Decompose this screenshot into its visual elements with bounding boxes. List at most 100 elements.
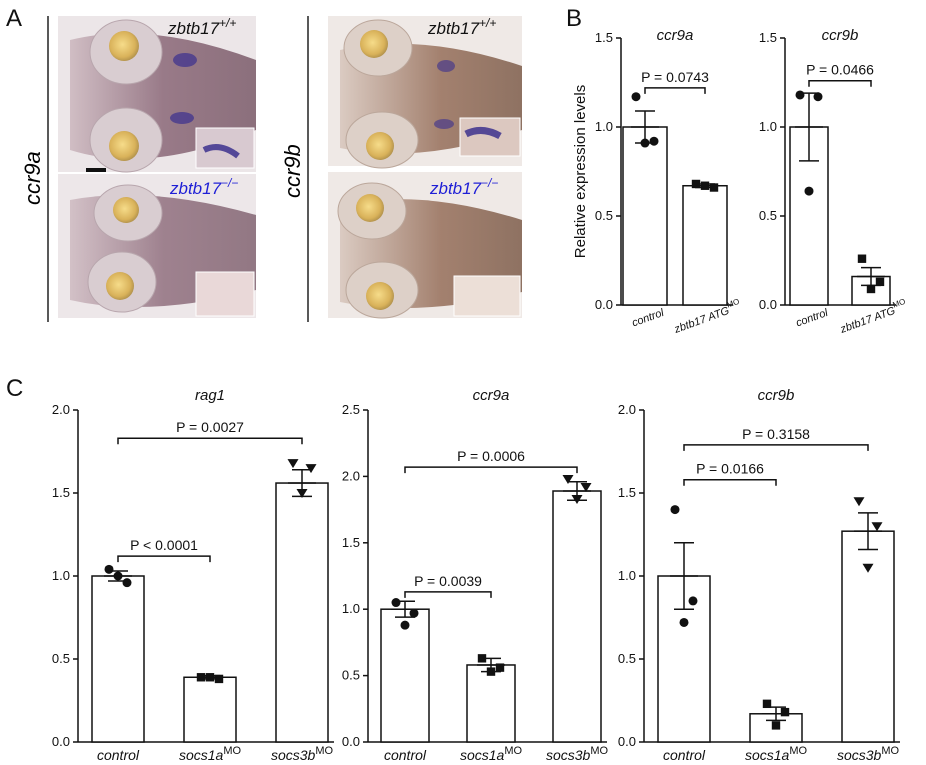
panel-letter-c: C bbox=[6, 375, 23, 402]
bar bbox=[275, 482, 329, 743]
significance-bracket bbox=[404, 466, 578, 474]
data-point bbox=[688, 596, 698, 606]
data-point bbox=[670, 505, 680, 515]
significance-bracket bbox=[117, 555, 211, 563]
significance-bracket bbox=[808, 79, 872, 87]
chart-title: ccr9a bbox=[473, 387, 510, 404]
wt-genotype-ccr9a: zbtb17+/+ bbox=[167, 16, 236, 38]
y-tick-label: 2.0 bbox=[342, 468, 360, 483]
y-tick-label: 2.5 bbox=[342, 402, 360, 417]
y-tick-label: 0.0 bbox=[759, 297, 777, 312]
data-point bbox=[771, 721, 781, 730]
panel-letter-b: B bbox=[566, 5, 582, 32]
category-label: control bbox=[663, 747, 706, 763]
category-label: socs3bMO bbox=[271, 745, 334, 763]
y-tick-label: 0.0 bbox=[52, 734, 70, 749]
bar bbox=[183, 676, 237, 743]
data-point bbox=[813, 92, 823, 102]
chart-title: ccr9b bbox=[822, 27, 859, 44]
y-tick-label: 0.0 bbox=[342, 734, 360, 749]
panel-a-ccr9b-label: ccr9b bbox=[280, 144, 305, 198]
panel-letter-a: A bbox=[6, 5, 22, 32]
ko-genotype-ccr9b: zbtb17−/− bbox=[429, 176, 498, 198]
y-tick-label: 0.5 bbox=[342, 668, 360, 683]
data-point bbox=[780, 707, 790, 717]
data-point bbox=[709, 183, 719, 192]
data-point bbox=[795, 90, 805, 100]
data-point bbox=[580, 483, 592, 493]
chart-title: rag1 bbox=[195, 387, 225, 404]
p-value-label: P = 0.0166 bbox=[696, 461, 764, 477]
significance-bracket bbox=[404, 591, 492, 598]
chart-c-ccr9a: ccr9a 0.0 0.5 1.0 1.5 2.0 2.5 control socs1aMO so… bbox=[342, 387, 609, 763]
y-tick-label: 1.0 bbox=[759, 119, 777, 134]
y-tick-label: 0.5 bbox=[759, 208, 777, 223]
y-tick-label: 2.0 bbox=[618, 402, 636, 417]
wt-genotype-ccr9b: zbtb17+/+ bbox=[427, 16, 496, 38]
data-point bbox=[113, 571, 123, 581]
data-point bbox=[857, 254, 867, 263]
data-point bbox=[762, 699, 772, 709]
data-point bbox=[853, 497, 865, 507]
chart-title: ccr9a bbox=[657, 27, 694, 44]
data-point bbox=[104, 564, 114, 574]
y-tick-label: 1.0 bbox=[342, 601, 360, 616]
data-point bbox=[862, 563, 874, 573]
micrograph-ccr9a-wt: zbtb17+/+ bbox=[58, 16, 256, 173]
bar bbox=[622, 126, 668, 306]
bar bbox=[91, 575, 145, 743]
data-point bbox=[649, 136, 659, 146]
y-tick-label: 0.5 bbox=[595, 208, 613, 223]
y-tick-label: 1.5 bbox=[595, 30, 613, 45]
p-value-label: P < 0.0001 bbox=[130, 537, 198, 553]
p-value-label: P = 0.0006 bbox=[457, 448, 525, 464]
p-value-label: P = 0.0039 bbox=[414, 573, 482, 589]
significance-bracket bbox=[683, 444, 869, 451]
data-point bbox=[305, 464, 317, 474]
chart-b-ccr9a: ccr9a 0.0 0.5 1.0 1.5 Relative expression lev… bbox=[572, 27, 741, 336]
chart-c-ccr9b: ccr9b 0.0 0.5 1.0 1.5 2.0 control socs1aMO socs3… bbox=[618, 387, 900, 763]
data-point bbox=[214, 674, 224, 684]
ko-genotype-ccr9a: zbtb17−/− bbox=[169, 176, 238, 198]
bar bbox=[380, 608, 430, 743]
data-point bbox=[391, 598, 401, 608]
data-point bbox=[691, 179, 701, 189]
data-point bbox=[477, 654, 487, 663]
data-point bbox=[640, 138, 650, 148]
micrograph-ccr9b-wt: zbtb17+/+ bbox=[328, 16, 522, 169]
data-point bbox=[296, 489, 308, 498]
category-label: socs1aMO bbox=[745, 745, 808, 763]
data-point bbox=[196, 673, 206, 682]
y-tick-label: 0.0 bbox=[618, 734, 636, 749]
y-tick-label: 1.0 bbox=[618, 568, 636, 583]
category-label: socs3bMO bbox=[837, 745, 900, 763]
chart-title: ccr9b bbox=[758, 387, 795, 404]
p-value-label: P = 0.0027 bbox=[176, 419, 244, 435]
data-point bbox=[571, 494, 583, 504]
data-point bbox=[287, 459, 299, 469]
data-point bbox=[631, 92, 641, 102]
category-label: control bbox=[630, 307, 666, 330]
data-point bbox=[866, 284, 876, 294]
micrograph-ccr9b-ko: zbtb17−/− bbox=[328, 172, 522, 319]
data-point bbox=[562, 475, 574, 485]
bar bbox=[552, 490, 602, 743]
y-tick-label: 0.5 bbox=[618, 651, 636, 666]
y-tick-label: 1.0 bbox=[52, 568, 70, 583]
y-tick-label: 0.0 bbox=[595, 297, 613, 312]
panel-a-micrographs: ccr9a ccr9b zbtb17+/+ zbtb17−/− bbox=[20, 16, 522, 322]
data-point bbox=[871, 522, 883, 532]
bar bbox=[682, 184, 728, 306]
category-label: control bbox=[794, 307, 830, 330]
significance-bracket bbox=[117, 437, 303, 445]
y-tick-label: 0.5 bbox=[52, 651, 70, 666]
category-label: control bbox=[97, 747, 140, 763]
p-value-label: P = 0.3158 bbox=[742, 426, 810, 442]
significance-bracket bbox=[683, 478, 777, 486]
y-axis-label: Relative expression levels bbox=[572, 85, 589, 258]
y-tick-label: 1.5 bbox=[759, 30, 777, 45]
data-point bbox=[205, 673, 215, 682]
category-label: socs1aMO bbox=[460, 745, 523, 763]
